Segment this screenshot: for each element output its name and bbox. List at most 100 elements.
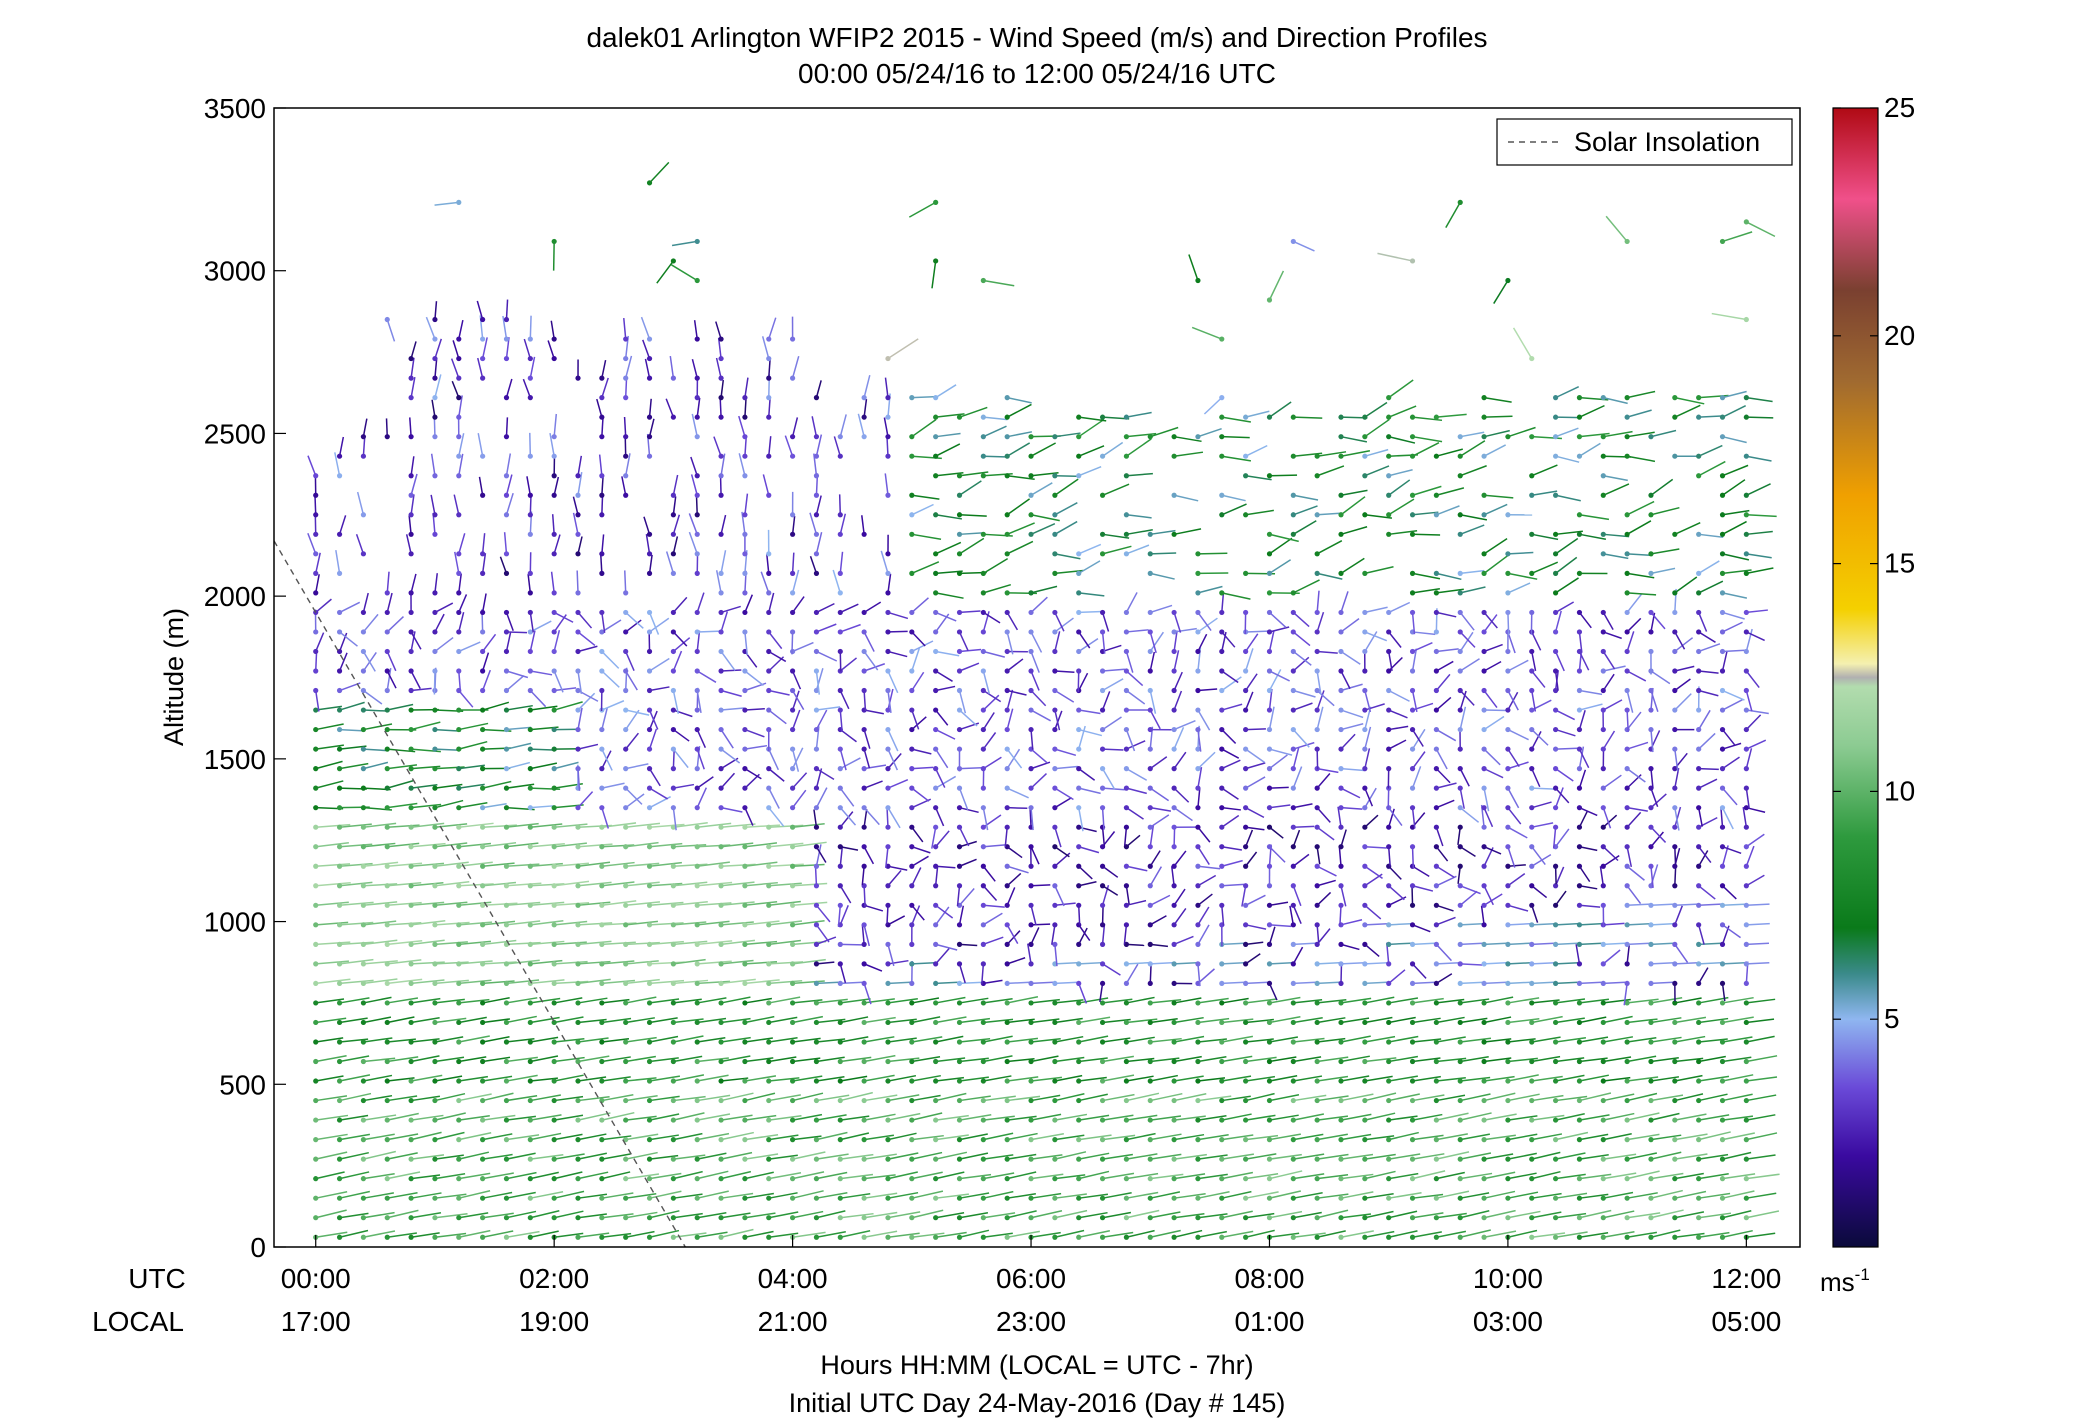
wind-barb-stem xyxy=(1555,961,1582,965)
wind-barb-stem xyxy=(1054,1209,1088,1219)
wind-barb-dot xyxy=(1648,980,1654,987)
wind-barb-dot xyxy=(1362,473,1368,479)
wind-barb-dot xyxy=(718,492,724,498)
wind-barb-stem xyxy=(887,1074,917,1082)
wind-barb-dot xyxy=(384,1176,390,1182)
wind-barb-stem xyxy=(315,632,325,652)
wind-barb-stem xyxy=(1602,483,1630,496)
wind-barb-stem xyxy=(529,630,536,652)
wind-barb-stem xyxy=(1603,474,1628,482)
wind-barb-stem xyxy=(1102,963,1121,976)
wind-barb-stem xyxy=(601,477,604,496)
wind-barb-stem xyxy=(1555,981,1582,985)
wind-barb-stem xyxy=(1626,865,1645,881)
wind-barb-dot xyxy=(336,726,343,733)
wind-barb-stem xyxy=(1078,466,1102,477)
wind-barb-dot xyxy=(1433,805,1439,811)
wind-barb-stem xyxy=(625,1055,656,1063)
wind-barb-dot xyxy=(1099,492,1106,498)
wind-barb-dot xyxy=(1004,1117,1010,1123)
wind-barb-dot xyxy=(1696,1078,1702,1084)
wind-barb-dot xyxy=(909,1234,915,1240)
wind-barb-stem xyxy=(458,801,488,809)
wind-barb-dot xyxy=(933,961,939,967)
wind-barb-dot xyxy=(1266,1097,1273,1104)
wind-barb-dot xyxy=(1624,844,1630,850)
wind-barb-dot xyxy=(790,629,796,635)
wind-barb-stem xyxy=(481,669,491,691)
wind-barb-dot xyxy=(861,1097,867,1104)
wind-barb-stem xyxy=(458,901,492,907)
wind-barb-dot xyxy=(1433,961,1439,967)
wind-barb-stem xyxy=(458,921,493,926)
wind-barb-stem xyxy=(625,763,649,770)
wind-barb-dot xyxy=(503,824,510,830)
wind-barb-stem xyxy=(1627,1192,1658,1199)
wind-barb-stem xyxy=(649,940,684,946)
wind-barb-dot xyxy=(718,863,724,869)
wind-barb-dot xyxy=(790,1195,796,1201)
wind-barb-stem xyxy=(458,690,474,708)
wind-barb-stem xyxy=(887,915,906,926)
wind-barb-dot xyxy=(1743,551,1749,557)
wind-barb-dot xyxy=(956,863,963,869)
wind-barb-dot xyxy=(1290,941,1296,947)
wind-barb-dot xyxy=(1600,1117,1606,1123)
wind-barb-dot xyxy=(527,824,533,830)
wind-barb-stem xyxy=(482,1018,511,1024)
wind-barb-dot xyxy=(456,1234,462,1240)
wind-barb-stem xyxy=(315,1133,348,1141)
wind-barb-dot xyxy=(1290,414,1296,420)
wind-barb-stem xyxy=(1102,748,1124,751)
wind-barb-stem xyxy=(1460,981,1485,985)
wind-barb-dot xyxy=(1195,1195,1201,1201)
wind-barb-dot xyxy=(646,570,653,576)
wind-barb-dot xyxy=(1123,1000,1130,1006)
wind-barb-stem xyxy=(791,670,802,690)
wind-barb-dot xyxy=(1004,551,1010,557)
wind-barb-dot xyxy=(885,1215,891,1221)
wind-barb-stem xyxy=(315,780,344,789)
wind-barb-dot xyxy=(408,590,414,596)
wind-barb-dot xyxy=(432,1156,438,1162)
wind-barb-dot xyxy=(742,1195,748,1201)
wind-barb-stem xyxy=(1603,922,1625,926)
wind-barb-stem xyxy=(1317,1193,1349,1199)
wind-barb-dot xyxy=(503,551,510,557)
wind-barb-dot xyxy=(885,1137,891,1143)
wind-barb-stem xyxy=(530,940,565,946)
wind-barb-stem xyxy=(1126,432,1157,438)
wind-barb-stem xyxy=(1483,788,1490,812)
wind-barb-stem xyxy=(1030,748,1049,764)
wind-barb-stem xyxy=(430,494,436,515)
wind-barb-stem xyxy=(1507,1038,1536,1043)
wind-barb-stem xyxy=(601,861,635,867)
wind-barb-dot xyxy=(313,844,319,850)
wind-barb-stem xyxy=(577,960,611,965)
wind-barb-stem xyxy=(911,640,934,653)
wind-barb-dot xyxy=(1624,980,1630,987)
wind-barb-stem xyxy=(577,455,583,476)
wind-barb-dot xyxy=(790,531,796,537)
wind-barb-dot xyxy=(432,1097,438,1104)
wind-barb-stem xyxy=(673,881,708,887)
wind-barb-dot xyxy=(1099,902,1106,908)
wind-barb-dot xyxy=(670,980,676,987)
wind-barb-dot xyxy=(1171,1156,1177,1162)
wind-barb-dot xyxy=(1243,1019,1249,1026)
wind-barb-stem xyxy=(720,689,742,697)
wind-barb-dot xyxy=(861,1078,867,1084)
wind-barb-stem xyxy=(762,474,770,496)
wind-barb-dot xyxy=(980,746,986,752)
wind-barb-dot xyxy=(1457,453,1463,459)
wind-barb-dot xyxy=(980,863,986,869)
wind-barb-stem xyxy=(1412,511,1439,516)
wind-barb-dot xyxy=(646,785,653,791)
wind-barb-dot xyxy=(1171,785,1177,791)
wind-barb-stem xyxy=(1603,1056,1632,1063)
wind-barb-dot xyxy=(1362,922,1368,928)
wind-barb-dot xyxy=(599,863,605,869)
wind-barb-dot xyxy=(1409,785,1416,791)
wind-barb-stem xyxy=(1364,787,1377,809)
wind-barb-stem xyxy=(625,920,659,926)
